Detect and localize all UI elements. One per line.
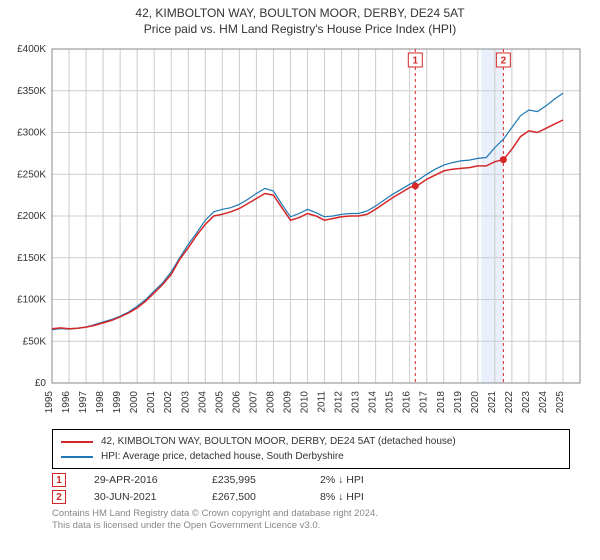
svg-text:2023: 2023 xyxy=(521,391,532,414)
legend-label: HPI: Average price, detached house, Sout… xyxy=(101,449,344,464)
svg-text:2013: 2013 xyxy=(351,391,362,414)
svg-text:2016: 2016 xyxy=(402,391,413,414)
svg-text:2000: 2000 xyxy=(129,391,140,414)
svg-text:2011: 2011 xyxy=(317,391,328,413)
svg-text:£200K: £200K xyxy=(17,211,46,222)
svg-text:2003: 2003 xyxy=(180,391,191,414)
disclaimer-line: This data is licensed under the Open Gov… xyxy=(52,520,570,532)
svg-text:1: 1 xyxy=(413,56,419,67)
table-row: 1 29-APR-2016 £235,995 2% ↓ HPI xyxy=(52,473,570,487)
svg-text:2018: 2018 xyxy=(436,391,447,414)
svg-text:£0: £0 xyxy=(35,378,47,389)
svg-text:£100K: £100K xyxy=(17,295,46,306)
svg-text:£350K: £350K xyxy=(17,86,46,97)
legend-item-hpi: HPI: Average price, detached house, Sout… xyxy=(61,449,561,464)
legend: 42, KIMBOLTON WAY, BOULTON MOOR, DERBY, … xyxy=(52,429,570,469)
svg-text:2014: 2014 xyxy=(368,391,379,414)
svg-text:2008: 2008 xyxy=(265,391,276,414)
line-chart: £0 £50K £100K £150K £200K £250K £300K £350K £400… xyxy=(10,43,590,423)
svg-text:2004: 2004 xyxy=(197,391,208,414)
svg-text:2022: 2022 xyxy=(504,391,515,414)
legend-swatch xyxy=(61,441,93,443)
svg-text:2024: 2024 xyxy=(538,391,549,414)
svg-text:1999: 1999 xyxy=(112,391,123,414)
table-row: 2 30-JUN-2021 £267,500 8% ↓ HPI xyxy=(52,490,570,504)
legend-item-price-paid: 42, KIMBOLTON WAY, BOULTON MOOR, DERBY, … xyxy=(61,434,561,449)
svg-text:2005: 2005 xyxy=(214,391,225,414)
svg-text:2009: 2009 xyxy=(282,391,293,414)
svg-text:1995: 1995 xyxy=(44,391,55,414)
legend-swatch xyxy=(61,456,93,458)
sale-marker-box: 2 xyxy=(52,490,66,504)
sale-marker-box: 1 xyxy=(52,473,66,487)
svg-text:2017: 2017 xyxy=(419,391,430,414)
svg-text:2012: 2012 xyxy=(334,391,345,414)
svg-text:£50K: £50K xyxy=(23,336,47,347)
legend-label: 42, KIMBOLTON WAY, BOULTON MOOR, DERBY, … xyxy=(101,434,456,449)
svg-text:1996: 1996 xyxy=(61,391,72,414)
sale-delta: 8% ↓ HPI xyxy=(320,491,364,503)
svg-text:2010: 2010 xyxy=(299,391,310,414)
svg-text:2007: 2007 xyxy=(248,391,259,414)
svg-text:2021: 2021 xyxy=(487,391,498,414)
svg-text:2025: 2025 xyxy=(555,391,566,414)
svg-text:2: 2 xyxy=(501,56,507,67)
svg-text:2019: 2019 xyxy=(453,391,464,414)
sale-delta: 2% ↓ HPI xyxy=(320,474,364,486)
svg-text:2015: 2015 xyxy=(385,391,396,414)
svg-text:2020: 2020 xyxy=(470,391,481,414)
sale-date: 29-APR-2016 xyxy=(94,474,184,486)
svg-text:£300K: £300K xyxy=(17,128,46,139)
svg-text:2002: 2002 xyxy=(163,391,174,414)
svg-text:1998: 1998 xyxy=(95,391,106,414)
sale-price: £235,995 xyxy=(212,474,292,486)
svg-text:£150K: £150K xyxy=(17,253,46,264)
sale-price: £267,500 xyxy=(212,491,292,503)
svg-text:1997: 1997 xyxy=(78,391,89,414)
svg-text:2001: 2001 xyxy=(146,391,157,414)
svg-text:£400K: £400K xyxy=(17,44,46,55)
svg-text:2006: 2006 xyxy=(231,391,242,414)
sales-table: 1 29-APR-2016 £235,995 2% ↓ HPI 2 30-JUN… xyxy=(52,473,570,504)
chart-title: 42, KIMBOLTON WAY, BOULTON MOOR, DERBY, … xyxy=(10,6,590,22)
chart-subtitle: Price paid vs. HM Land Registry's House … xyxy=(10,22,590,38)
disclaimer: Contains HM Land Registry data © Crown c… xyxy=(52,508,570,532)
sale-date: 30-JUN-2021 xyxy=(94,491,184,503)
svg-text:£250K: £250K xyxy=(17,169,46,180)
disclaimer-line: Contains HM Land Registry data © Crown c… xyxy=(52,508,570,520)
